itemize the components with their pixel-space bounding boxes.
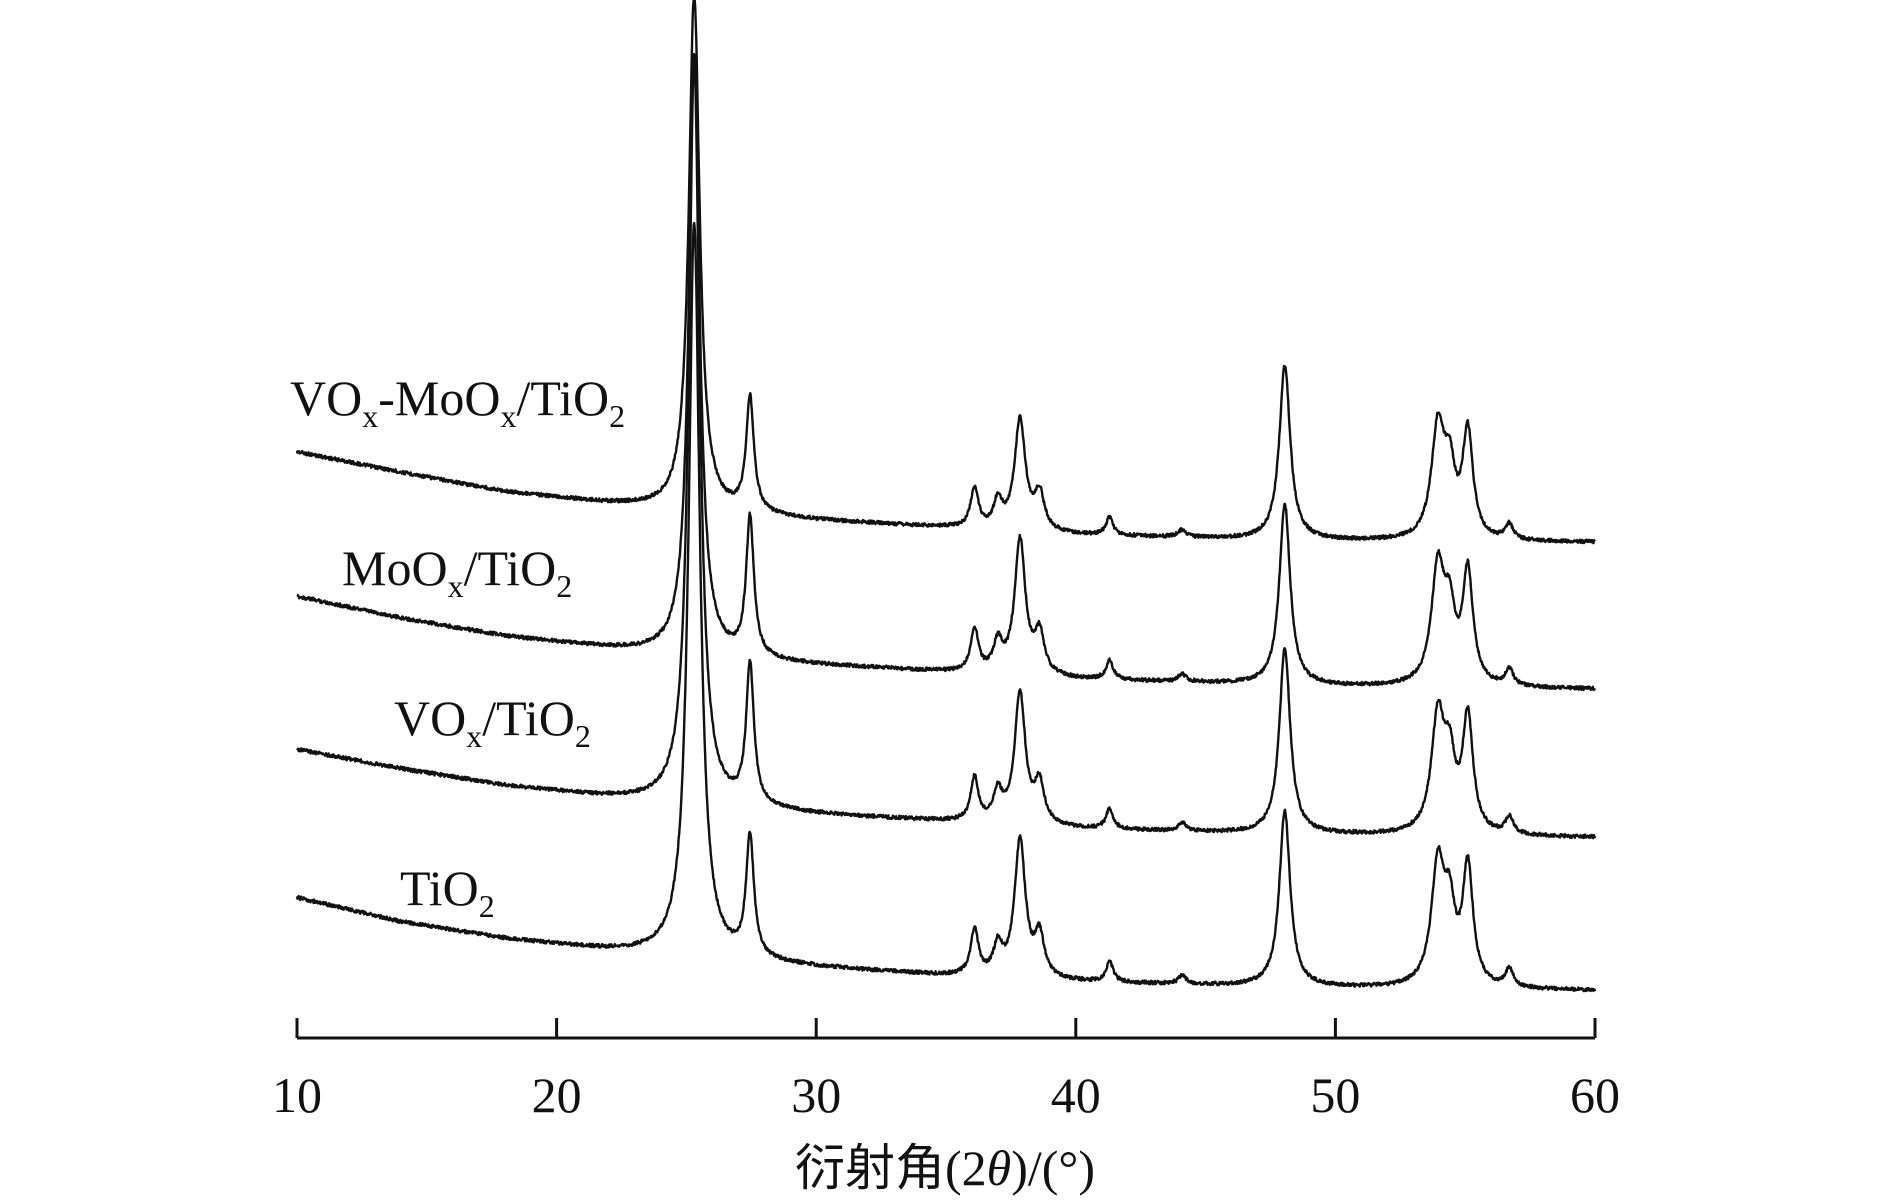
series-line-0: [295, 0, 1596, 545]
series-line-1: [296, 52, 1597, 692]
series-label-layer: VOx-MoOx/TiO2 MoOx/TiO2 VOx/TiO2 TiO2: [290, 370, 625, 924]
x-tick-label-50: 50: [1310, 1067, 1360, 1123]
x-tick-label-20: 20: [532, 1067, 582, 1123]
series-label-2: VOx/TiO2: [394, 690, 591, 754]
x-axis-label-suffix: )/(°): [1011, 1140, 1095, 1196]
x-tick-label-10: 10: [272, 1067, 322, 1123]
x-axis-label-theta: θ: [987, 1140, 1012, 1196]
series-label-1: MoOx/TiO2: [342, 540, 572, 604]
x-axis: 10 20 30 40 50 60: [272, 1018, 1620, 1123]
x-axis-label: 衍射角(2θ)/(°): [795, 1140, 1095, 1196]
x-tick-label-40: 40: [1051, 1067, 1101, 1123]
x-tick-label-60: 60: [1570, 1067, 1620, 1123]
series-layer: [295, 0, 1597, 993]
x-axis-label-prefix: 衍射角(2: [795, 1140, 987, 1196]
series-label-0: VOx-MoOx/TiO2: [290, 370, 625, 434]
x-tick-label-30: 30: [791, 1067, 841, 1123]
series-line-3: [295, 221, 1597, 993]
series-line-2: [296, 55, 1597, 840]
series-label-3: TiO2: [400, 860, 495, 924]
